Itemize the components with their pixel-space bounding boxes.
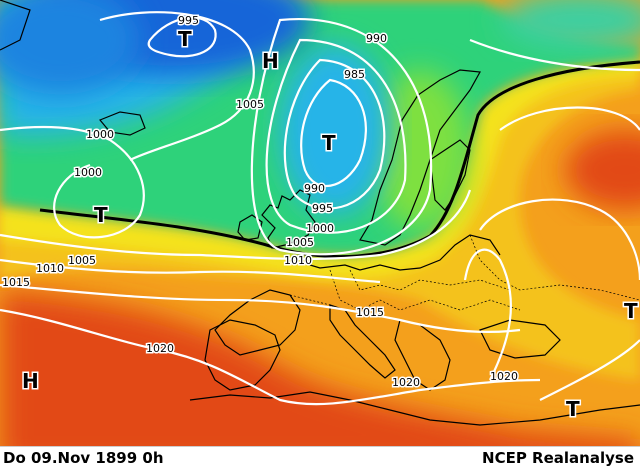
isobar-labels: 995 990 985 1005 1000 1000 990 995 1000 … (1, 13, 520, 391)
isobar-label: 1010 (284, 254, 312, 267)
isobar-label: 1020 (392, 376, 420, 389)
isobar-label: 1020 (490, 370, 518, 383)
high-pressure-marker: H (262, 49, 279, 73)
isobar-label: 995 (178, 14, 199, 27)
low-pressure-marker: T (624, 299, 638, 323)
low-pressure-marker: T (178, 27, 192, 51)
map-footer: Do 09.Nov 1899 0h NCEP Realanalyse (0, 446, 640, 470)
isobar-label: 1000 (306, 222, 334, 235)
isobar-label: 1000 (74, 166, 102, 179)
map-source-label: NCEP Realanalyse (482, 449, 634, 467)
isobar-label: 1005 (68, 254, 96, 267)
country-borders (289, 234, 640, 311)
map-date-label: Do 09.Nov 1899 0h (3, 449, 164, 467)
isobar-label: 990 (304, 182, 325, 195)
pressure-centers: T H T T H T T (21, 26, 640, 423)
isobar-label: 990 (366, 32, 387, 45)
isobar-label: 1015 (356, 306, 384, 319)
isobars (0, 11, 640, 406)
isobar-label: 1005 (236, 98, 264, 111)
low-pressure-marker: T (94, 203, 108, 227)
low-pressure-marker: T (322, 131, 336, 155)
isobar-label: 1020 (146, 342, 174, 355)
isobar-label: 1015 (2, 276, 30, 289)
isobar-label: 1000 (86, 128, 114, 141)
isobar-label: 1005 (286, 236, 314, 249)
isobar-label: 1010 (36, 262, 64, 275)
low-pressure-marker: T (566, 397, 580, 421)
isobar-label: 985 (344, 68, 365, 81)
high-pressure-marker: H (22, 369, 39, 393)
isobar-label: 995 (312, 202, 333, 215)
